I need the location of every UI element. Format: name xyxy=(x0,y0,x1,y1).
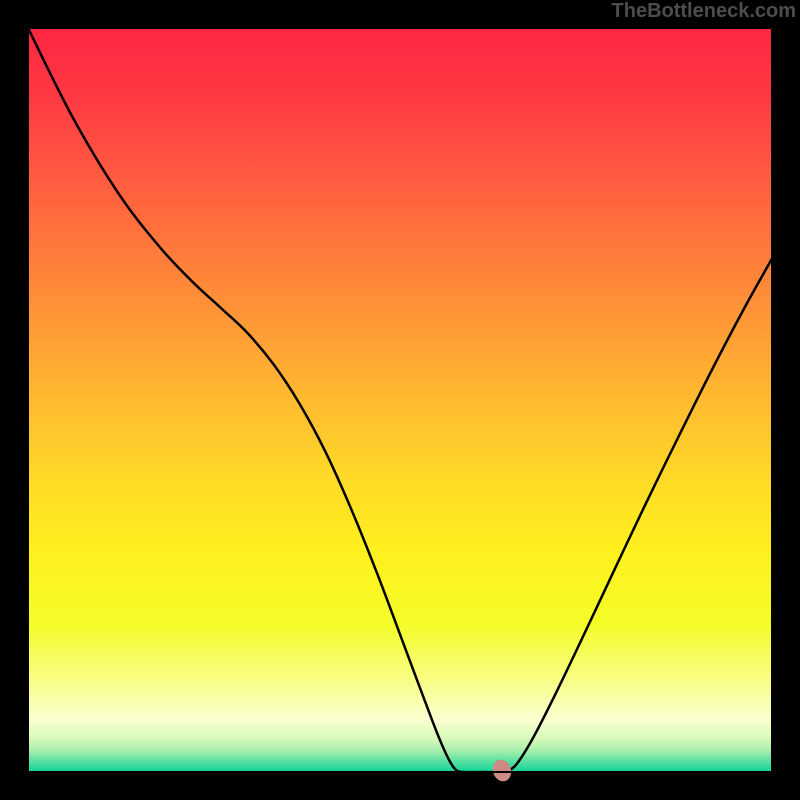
watermark-label: TheBottleneck.com xyxy=(612,0,796,23)
chart-svg xyxy=(0,0,800,800)
bottleneck-chart: TheBottleneck.com xyxy=(0,0,800,800)
plot-background xyxy=(28,28,772,772)
